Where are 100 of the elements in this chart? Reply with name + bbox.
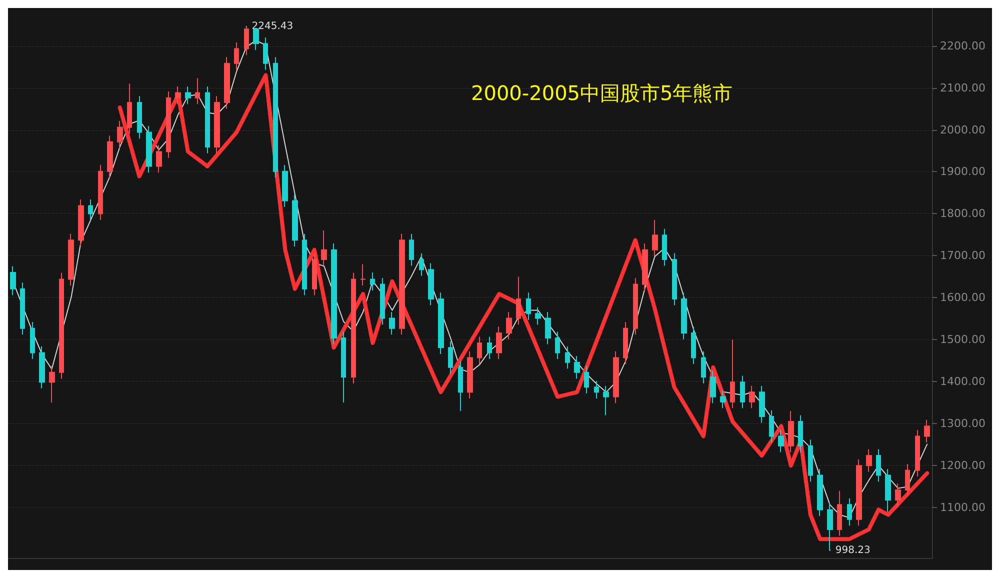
- candlestick: [584, 366, 589, 394]
- candlestick: [59, 272, 64, 380]
- candlestick: [720, 390, 726, 409]
- candlestick: [749, 385, 755, 409]
- candlestick: [603, 385, 609, 416]
- y-tick-label: 1400.00: [940, 375, 986, 388]
- candlestick: [681, 292, 687, 340]
- candlestick: [759, 385, 765, 424]
- candlestick: [905, 463, 910, 497]
- candlestick: [613, 350, 619, 404]
- y-tick-label: 2200.00: [940, 39, 986, 52]
- text: 2000-2005中国股市5年熊市: [471, 81, 733, 105]
- y-tick-label: 2000.00: [940, 123, 986, 136]
- candlestick: [127, 83, 132, 134]
- candlestick: [565, 346, 570, 370]
- candlestick: [740, 375, 745, 409]
- candlestick: [827, 502, 833, 551]
- candlestick: [701, 350, 706, 384]
- candlestick: [380, 277, 385, 326]
- y-tick-label: 1300.00: [940, 417, 986, 430]
- annotation: 998.23: [835, 544, 870, 556]
- candlestick: [496, 326, 502, 360]
- candlestick: [39, 346, 45, 389]
- candlestick: [633, 277, 638, 336]
- candlestick: [691, 326, 696, 365]
- candlestick: [351, 272, 356, 384]
- candlestick: [428, 262, 434, 306]
- y-tick-label: 1600.00: [940, 291, 986, 304]
- candlestick: [409, 233, 414, 266]
- candlestick: [642, 243, 648, 292]
- candlestick: [487, 336, 492, 360]
- candlestick: [214, 96, 220, 154]
- candlestick: [282, 164, 288, 208]
- candlestick: [526, 292, 531, 320]
- candlestick: [312, 252, 317, 296]
- candlestick: [555, 331, 560, 360]
- candlestick: [78, 198, 84, 247]
- candlestick: [20, 282, 25, 336]
- candlestick: [458, 360, 463, 412]
- candlestick: [788, 410, 794, 453]
- candlestick: [545, 311, 551, 345]
- candlestick: [808, 439, 813, 482]
- y-tick-label: 1800.00: [940, 207, 986, 220]
- candlestick: [292, 194, 298, 247]
- candlestick: [623, 322, 628, 365]
- candlestick: [68, 233, 74, 286]
- candlestick: [876, 448, 881, 482]
- candlestick: [448, 340, 453, 374]
- candlestick: [117, 120, 123, 149]
- candlestick: [710, 370, 716, 404]
- candlestick: [847, 498, 852, 526]
- y-tick-label: 2100.00: [940, 81, 986, 94]
- candlestick: [195, 78, 200, 105]
- candlestick: [506, 311, 512, 340]
- candlestick: [535, 306, 541, 326]
- candlestick: [389, 311, 395, 336]
- candlestick: [769, 410, 774, 444]
- candlestick: [574, 356, 580, 380]
- candlestick: [137, 96, 142, 140]
- y-tick-label: 1900.00: [940, 165, 986, 178]
- candlestick: [175, 86, 181, 105]
- candlestick: [730, 339, 735, 409]
- candlestick: [253, 28, 259, 50]
- candlestick: [156, 144, 162, 174]
- candlestick: [321, 230, 327, 266]
- candlestick: [662, 228, 667, 266]
- candlestick: [166, 91, 171, 158]
- candlestick: [273, 56, 278, 178]
- candlestick: [866, 448, 872, 472]
- candlestick: [49, 366, 55, 404]
- candlestick: [10, 266, 16, 296]
- candlestick: [477, 336, 482, 365]
- y-tick-label: 1500.00: [940, 333, 986, 346]
- candlestick: [438, 292, 444, 354]
- candlestick: [360, 264, 366, 286]
- y-tick-label: 1700.00: [940, 249, 986, 262]
- candlestick: [302, 233, 307, 296]
- candlestick: [399, 233, 405, 336]
- candlestick: [778, 429, 784, 453]
- candlestick: [594, 380, 599, 399]
- candlestick: [817, 468, 823, 517]
- candlestick: [467, 350, 473, 399]
- candlestick: [652, 220, 658, 257]
- candlestick: [924, 419, 930, 444]
- line-series: [118, 73, 930, 542]
- candlestick: [205, 86, 210, 154]
- candlestick: [263, 36, 268, 70]
- candlestick: [516, 276, 521, 326]
- y-tick-label: 1200.00: [940, 459, 986, 472]
- annotation: 2245.43: [252, 21, 294, 32]
- candlestick: [419, 252, 424, 276]
- candlestick: [185, 86, 191, 105]
- candlestick: [234, 42, 239, 70]
- candlestick: [885, 468, 891, 512]
- candlestick: [224, 56, 230, 110]
- candlestick: [98, 164, 103, 221]
- candlestick: [341, 331, 346, 404]
- candlestick: [107, 135, 113, 178]
- candlestick: [915, 429, 920, 478]
- candlestick: [895, 483, 901, 507]
